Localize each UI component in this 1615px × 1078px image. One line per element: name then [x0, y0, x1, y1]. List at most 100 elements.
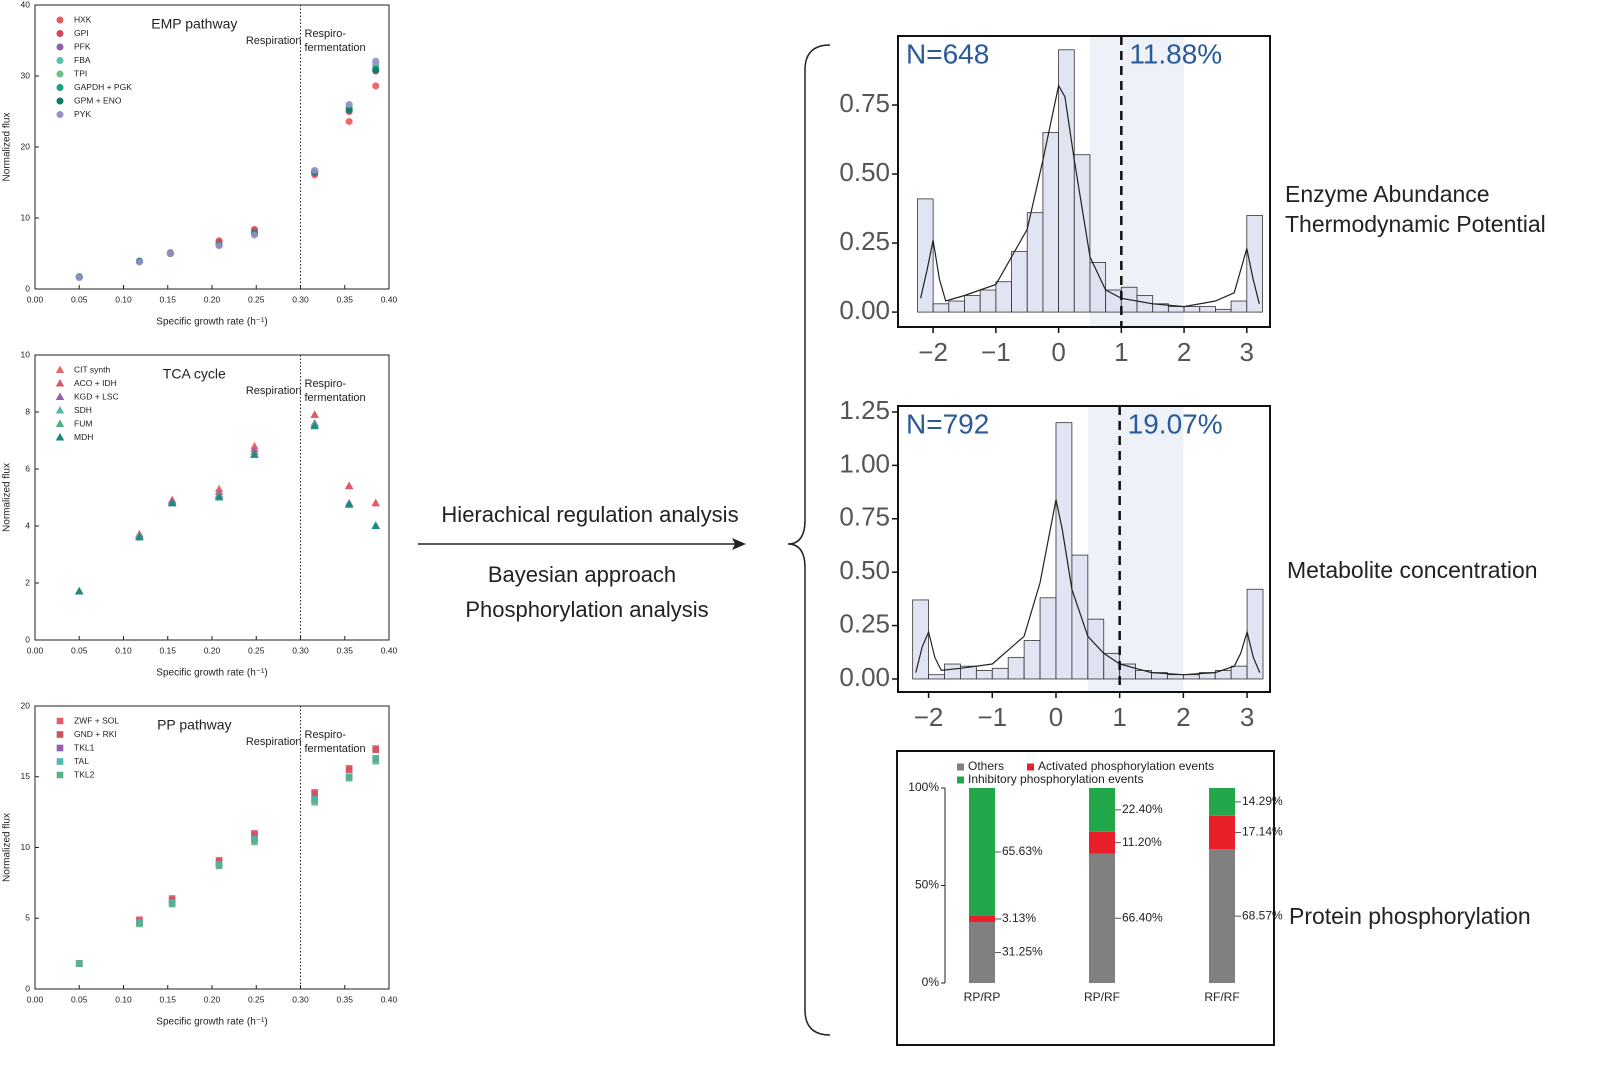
- legend-marker: [55, 392, 65, 400]
- annotation: fermentation: [305, 392, 366, 404]
- histogram-bar: [995, 281, 1012, 313]
- histogram-bar: [1105, 289, 1122, 313]
- y-tick-label: 0.25: [839, 226, 890, 256]
- x-tick-label: 0.40: [381, 994, 398, 1004]
- point: [167, 498, 177, 507]
- y-tick-label: 0: [25, 983, 30, 993]
- x-tick-label: −1: [981, 337, 1011, 367]
- value-label: 17.14%: [1242, 825, 1283, 839]
- annotation: Respiration: [246, 736, 302, 748]
- x-tick-label: 0.25: [248, 294, 265, 304]
- y-axis-label: Normalized flux: [2, 463, 13, 532]
- legend-swatch: [1027, 763, 1034, 771]
- y-tick-label: 0.25: [839, 608, 890, 638]
- legend-label: TPI: [74, 68, 87, 78]
- y-tick-label: 0.00: [839, 662, 890, 692]
- legend-marker: [56, 771, 64, 779]
- bar-segment: [969, 915, 995, 923]
- histogram-bar: [1183, 306, 1201, 313]
- x-tick-label: 0.10: [115, 994, 132, 1004]
- value-label: 66.40%: [1122, 910, 1163, 924]
- legend-label: GND + RKI: [74, 729, 117, 739]
- histogram-bar: [1042, 132, 1059, 313]
- plot-frame: [897, 35, 1271, 328]
- x-tick-label: 0.25: [248, 645, 265, 655]
- legend-swatch: [957, 776, 964, 784]
- histogram-bar: [991, 667, 1009, 680]
- point: [344, 500, 354, 508]
- value-label: 68.57%: [1242, 908, 1283, 922]
- panel-label: Protein phosphorylation: [1289, 903, 1531, 929]
- y-tick-label: 0: [25, 283, 30, 293]
- x-tick-label: 0.40: [381, 294, 398, 304]
- y-tick-label: 8: [25, 406, 30, 416]
- x-tick-label: 1: [1112, 702, 1126, 732]
- legend-label: TKL1: [74, 742, 95, 752]
- histogram-bar: [964, 295, 981, 313]
- point: [215, 862, 223, 870]
- x-tick-label: RP/RP: [964, 990, 1001, 1004]
- x-tick-label: 0.35: [336, 294, 353, 304]
- y-tick-label: 10: [21, 349, 31, 359]
- plot-frame: [897, 405, 1271, 693]
- annotation: fermentation: [305, 743, 366, 755]
- legend-label: SDH: [74, 405, 92, 415]
- bar-segment: [1209, 788, 1235, 816]
- x-tick-label: 0.30: [292, 994, 309, 1004]
- histogram-bar: [1026, 212, 1044, 313]
- y-tick-label: 40: [21, 0, 31, 9]
- legend-marker: [56, 758, 64, 765]
- value-label: 14.29%: [1242, 794, 1283, 808]
- point: [311, 798, 318, 806]
- x-tick-label: 0.15: [159, 645, 176, 655]
- x-tick-label: RF/RF: [1204, 990, 1239, 1004]
- y-tick-label: 15: [21, 771, 31, 781]
- y-tick-label: 100%: [908, 780, 939, 794]
- y-tick-label: 0: [25, 634, 30, 644]
- legend-label: Inhibitory phosphorylation events: [968, 772, 1143, 786]
- histogram-bar: [1007, 657, 1025, 680]
- histogram-bar: [1199, 306, 1216, 313]
- x-tick-label: 0: [1051, 337, 1065, 367]
- legend-label: Others: [968, 759, 1004, 773]
- histogram-bar: [1011, 250, 1028, 313]
- point: [372, 66, 380, 74]
- histogram-bar: [1167, 674, 1184, 680]
- x-tick-label: 0.20: [204, 994, 221, 1004]
- x-tick-label: 0.10: [115, 294, 132, 304]
- point: [168, 900, 176, 908]
- annotation: 19.07%: [1128, 408, 1223, 439]
- histogram-bar: [928, 674, 945, 680]
- histogram-bar: [1087, 618, 1105, 680]
- panel-label: Thermodynamic Potential: [1285, 211, 1546, 237]
- y-tick-label: 0.00: [839, 295, 890, 325]
- point: [75, 587, 84, 595]
- chart-title: EMP pathway: [151, 16, 237, 32]
- y-tick-label: 0.75: [839, 502, 890, 532]
- point: [311, 790, 318, 798]
- legend-marker: [56, 70, 64, 78]
- histogram-bar: [1071, 554, 1089, 680]
- point: [372, 757, 380, 765]
- annotation: N=648: [906, 38, 989, 69]
- value-label: 22.40%: [1122, 802, 1163, 816]
- histogram-bar: [912, 599, 929, 680]
- y-tick-label: 0%: [922, 975, 940, 989]
- x-axis-label: Specific growth rate (h⁻¹): [156, 668, 267, 679]
- point: [310, 410, 319, 418]
- y-tick-label: 0.50: [839, 555, 890, 585]
- point: [372, 746, 380, 754]
- x-tick-label: 0.20: [204, 645, 221, 655]
- point: [75, 274, 83, 282]
- annotation: fermentation: [305, 42, 366, 54]
- histogram-bar: [917, 198, 934, 313]
- legend-label: PYK: [74, 109, 91, 119]
- arrow-label: Bayesian approach: [488, 562, 676, 587]
- histogram-bar: [975, 670, 993, 680]
- histogram-bar: [1039, 597, 1057, 680]
- bar-segment: [1089, 853, 1115, 983]
- legend-marker: [55, 419, 65, 427]
- legend-marker: [56, 43, 64, 51]
- y-tick-label: 0.75: [839, 88, 890, 118]
